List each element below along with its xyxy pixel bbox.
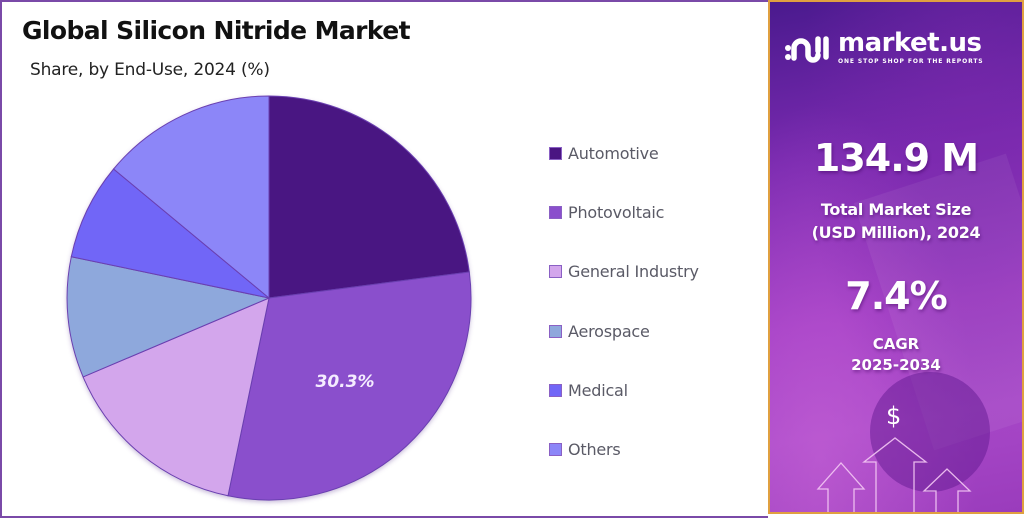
dollar-icon: $	[886, 402, 902, 430]
legend-label: Automotive	[568, 143, 659, 163]
legend-label: Medical	[568, 381, 628, 401]
cagr-value: 7.4%	[845, 274, 947, 318]
legend-label: Aerospace	[568, 321, 650, 341]
cagr-label: CAGR 2025-2034	[770, 334, 1022, 376]
background-decoration	[870, 372, 990, 492]
pie-chart	[66, 95, 472, 501]
pie-slice-automotive[interactable]	[268, 95, 470, 299]
market-size-label: Total Market Size (USD Million), 2024	[770, 198, 1022, 244]
legend-swatch-icon	[549, 146, 562, 160]
legend-item-general-industry[interactable]: General Industry	[549, 261, 699, 283]
pie-slice-others[interactable]	[112, 95, 270, 300]
legend-item-automotive[interactable]: Automotive	[549, 142, 699, 164]
market-size-value: 134.9 M	[813, 136, 979, 180]
legend-swatch-icon	[549, 265, 562, 279]
pie-data-label-photovoltaic: 30.3%	[315, 372, 375, 392]
legend-label: Photovoltaic	[568, 202, 665, 222]
chart-legend: Automotive Photovoltaic General Industry…	[549, 142, 699, 498]
chart-title: Global Silicon Nitride Market	[22, 16, 411, 45]
legend-item-photovoltaic[interactable]: Photovoltaic	[549, 201, 699, 223]
cagr-label-line1: CAGR	[872, 335, 920, 353]
logo-tagline: ONE STOP SHOP FOR THE REPORTS	[838, 58, 984, 65]
legend-label: Others	[568, 440, 621, 460]
legend-swatch-icon	[549, 384, 562, 398]
pie-slice-aerospace[interactable]	[66, 256, 271, 378]
market-us-logo[interactable]: market.us ONE STOP SHOP FOR THE REPORTS	[784, 30, 984, 65]
logo-text: market.us	[838, 28, 982, 58]
market-size-label-line1: Total Market Size	[820, 200, 972, 219]
legend-label: General Industry	[568, 262, 699, 282]
market-summary-panel: market.us ONE STOP SHOP FOR THE REPORTS …	[768, 0, 1024, 514]
legend-item-aerospace[interactable]: Aerospace	[549, 320, 699, 342]
chart-subtitle: Share, by End-Use, 2024 (%)	[30, 60, 270, 80]
market-us-logo-icon	[785, 35, 829, 63]
cagr-label-line2: 2025-2034	[851, 356, 941, 374]
legend-swatch-icon	[549, 443, 562, 457]
legend-item-others[interactable]: Others	[549, 439, 699, 461]
legend-swatch-icon	[549, 324, 562, 338]
pie-slice-photovoltaic[interactable]	[227, 271, 472, 501]
pie-slice-general-industry[interactable]	[82, 297, 270, 497]
market-size-label-line2: (USD Million), 2024	[811, 223, 981, 242]
growth-arrows-icon	[816, 437, 972, 512]
legend-item-medical[interactable]: Medical	[549, 380, 699, 402]
legend-swatch-icon	[549, 205, 562, 219]
chart-panel: Global Silicon Nitride Market Share, by …	[0, 0, 768, 518]
pie-slice-medical[interactable]	[70, 168, 270, 299]
